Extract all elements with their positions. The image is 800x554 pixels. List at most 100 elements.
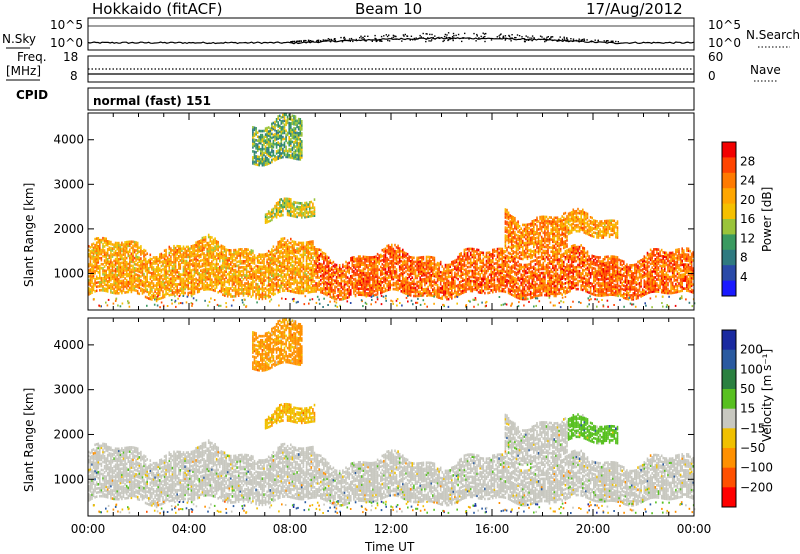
- velocity-cell: [157, 499, 159, 503]
- power-cell: [228, 253, 231, 256]
- velocity-cell: [181, 455, 183, 458]
- power-cell: [272, 281, 275, 285]
- velocity-cell: [217, 484, 219, 488]
- velocity-cell: [138, 476, 141, 479]
- power-cell: [187, 277, 189, 281]
- velocity-cell: [209, 451, 212, 455]
- velocity-cell: [234, 474, 237, 478]
- power-cell: [92, 282, 95, 286]
- velocity-cell: [214, 461, 216, 464]
- velocity-cell: [132, 492, 134, 496]
- velocity-cell: [209, 481, 212, 485]
- velocity-cell: [138, 482, 141, 485]
- velocity-cell: [136, 475, 139, 479]
- power-cell: [252, 267, 254, 271]
- velocity-cell: [190, 456, 193, 460]
- power-cell: [178, 249, 180, 252]
- power-cell: [264, 265, 267, 268]
- velocity-cell: [119, 479, 122, 483]
- velocity-cell: [179, 483, 182, 486]
- velocity-cell: [118, 483, 120, 487]
- velocity-cell: [122, 465, 125, 468]
- velocity-cell: [237, 472, 240, 475]
- noise-search-point: [425, 38, 427, 40]
- velocity-cell: [225, 480, 227, 483]
- velocity-cell: [282, 489, 284, 492]
- noise-search-point: [575, 39, 578, 42]
- velocity-cell: [255, 494, 257, 498]
- power-cell: [144, 263, 147, 267]
- power-cell: [95, 265, 98, 268]
- power-cell: [144, 283, 147, 287]
- velocity-cell: [228, 489, 231, 492]
- noise-search-point: [547, 36, 549, 38]
- velocity-cell: [214, 479, 216, 482]
- velocity-cell: [249, 490, 251, 494]
- power-cell: [125, 268, 128, 272]
- velocity-cell: [206, 493, 208, 497]
- velocity-cell: [207, 449, 210, 452]
- velocity-cell: [143, 454, 145, 458]
- velocity-cell: [195, 471, 197, 474]
- velocity-cell: [94, 495, 96, 499]
- power-cell: [211, 284, 213, 287]
- power-cell: [247, 264, 249, 268]
- velocity-cell: [196, 470, 199, 474]
- power-cell: [154, 296, 156, 299]
- velocity-cell: [103, 442, 106, 446]
- power-cell: [138, 286, 141, 290]
- power-cell: [192, 282, 194, 286]
- velocity-cell: [220, 488, 223, 492]
- velocity-cell: [241, 453, 243, 457]
- velocity-cell: [170, 483, 172, 486]
- noise-search-point: [550, 37, 552, 39]
- power-cell: [209, 235, 212, 239]
- velocity-cell: [280, 443, 283, 446]
- velocity-cell: [277, 478, 279, 482]
- velocity-cell: [215, 490, 218, 493]
- power-cell: [100, 250, 103, 254]
- power-cell: [256, 275, 259, 278]
- velocity-cell: [217, 472, 219, 476]
- velocity-cell: [201, 444, 204, 447]
- power-cell: [173, 277, 175, 280]
- power-cell: [252, 261, 254, 265]
- power-cell: [182, 255, 185, 259]
- velocity-cell: [92, 476, 95, 479]
- noise-search-point: [412, 39, 414, 41]
- power-cell: [260, 269, 262, 273]
- velocity-cell: [111, 479, 114, 482]
- velocity-cell: [230, 458, 232, 462]
- power-cell: [118, 257, 120, 261]
- velocity-cell: [203, 445, 205, 449]
- power-cell: [185, 253, 188, 257]
- noise-search-point: [451, 36, 454, 38]
- velocity-cell: [222, 461, 224, 464]
- power-cell: [182, 253, 185, 257]
- power-cell: [222, 273, 224, 276]
- power-cell: [110, 264, 112, 268]
- power-cell: [277, 248, 279, 252]
- power-cell: [174, 288, 177, 292]
- velocity-cell: [209, 457, 212, 461]
- power-cell: [136, 245, 139, 249]
- velocity-cell: [285, 471, 287, 474]
- power-cell: [256, 261, 259, 264]
- velocity-cell: [264, 478, 267, 482]
- velocity-cell: [105, 461, 107, 464]
- power-cell: [190, 279, 193, 282]
- power-cell: [226, 292, 229, 296]
- power-cell: [203, 276, 205, 279]
- velocity-cell: [204, 479, 207, 483]
- power-cell: [148, 297, 150, 300]
- power-cell: [266, 254, 268, 258]
- power-cell: [222, 251, 224, 254]
- power-cell: [212, 240, 215, 244]
- power-cell: [170, 293, 172, 297]
- power-cell: [279, 260, 281, 263]
- velocity-cell: [244, 473, 246, 477]
- power-cell: [226, 262, 229, 266]
- velocity-cell: [179, 493, 182, 496]
- velocity-cell: [283, 442, 286, 446]
- velocity-cell: [182, 451, 185, 454]
